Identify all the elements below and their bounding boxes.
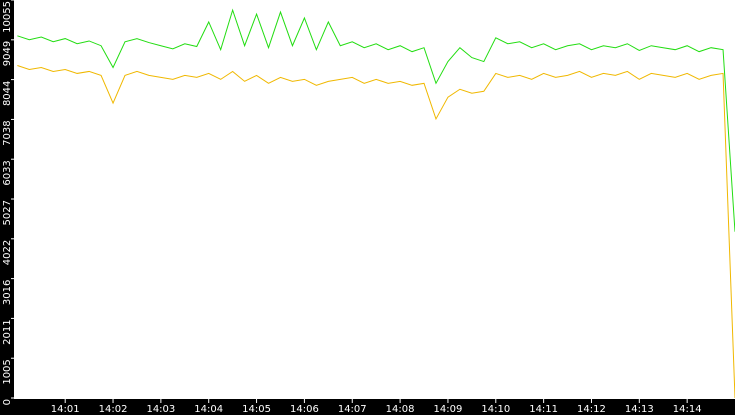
x-tick-label: 14:09 bbox=[434, 404, 463, 415]
y-tick-label: 6033 bbox=[2, 160, 13, 185]
series-line bbox=[17, 8, 735, 232]
x-axis-strip bbox=[0, 399, 735, 415]
y-tick-label: 0 bbox=[2, 399, 13, 405]
y-tick-label: 8044 bbox=[2, 81, 13, 106]
x-tick-label: 14:13 bbox=[625, 404, 654, 415]
y-tick-label: 7038 bbox=[2, 120, 13, 145]
x-tick-label: 14:10 bbox=[481, 404, 510, 415]
y-tick-label: 10055 bbox=[2, 1, 13, 33]
y-tick-label: 1005 bbox=[2, 359, 13, 384]
x-tick-label: 14:08 bbox=[386, 404, 415, 415]
y-tick-label: 9049 bbox=[2, 41, 13, 66]
x-tick-label: 14:05 bbox=[242, 404, 271, 415]
y-tick-label: 2011 bbox=[2, 319, 13, 344]
x-tick-label: 14:11 bbox=[529, 404, 558, 415]
x-tick-label: 14:03 bbox=[146, 404, 175, 415]
y-axis-strip bbox=[0, 0, 14, 415]
y-tick-label: 5027 bbox=[2, 200, 13, 225]
x-tick-label: 14:01 bbox=[51, 404, 80, 415]
x-tick-label: 14:14 bbox=[673, 404, 702, 415]
x-tick-label: 14:12 bbox=[577, 404, 606, 415]
y-tick-label: 4022 bbox=[2, 240, 13, 265]
x-tick-label: 14:04 bbox=[194, 404, 223, 415]
x-tick-label: 14:06 bbox=[290, 404, 319, 415]
series-line bbox=[17, 65, 735, 399]
x-tick-label: 14:02 bbox=[99, 404, 128, 415]
x-tick-label: 14:07 bbox=[338, 404, 367, 415]
y-tick-label: 3016 bbox=[2, 280, 13, 305]
